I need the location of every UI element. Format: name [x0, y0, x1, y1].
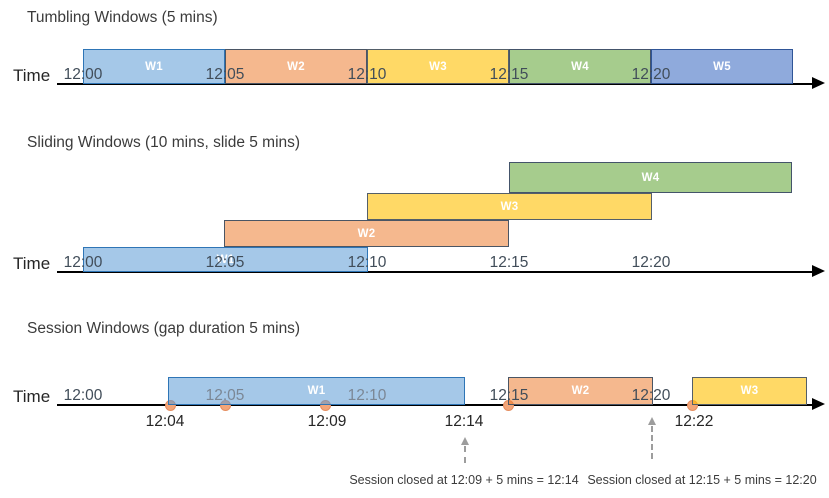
axis-line — [57, 404, 812, 406]
axis-line — [57, 271, 812, 273]
callout-arrow-icon — [460, 437, 470, 463]
window-label: W3 — [500, 200, 519, 213]
section-title: Session Windows (gap duration 5 mins) — [27, 320, 301, 337]
event-time-label: 12:09 — [307, 413, 347, 430]
window-box-w3: W3 — [367, 49, 509, 84]
event-time-label: 12:22 — [674, 413, 714, 430]
window-box-w3: W3 — [692, 377, 807, 405]
window-box-w4: W4 — [509, 49, 651, 84]
window-label: W1 — [145, 60, 163, 73]
time-axis-label: Time — [13, 387, 51, 406]
window-label: W1 — [216, 253, 235, 266]
window-label: W3 — [740, 385, 759, 397]
tick-label: 12:20 — [631, 66, 671, 83]
tick-label: 12:05 — [205, 254, 245, 271]
axis-arrow-icon — [812, 265, 825, 277]
arrow-up-icon — [647, 417, 656, 425]
tick-label: 12:15 — [489, 387, 529, 404]
arrow-up-icon — [460, 437, 469, 445]
window-box-w2: W2 — [508, 377, 653, 405]
dashed-line — [651, 426, 653, 459]
tick-label: 12:00 — [63, 66, 103, 83]
window-label: W2 — [357, 227, 376, 240]
tick-label: 12:15 — [489, 66, 529, 83]
window-box-w2: W2 — [225, 49, 367, 84]
window-label: W2 — [571, 385, 590, 397]
window-box-w1: W1 — [83, 49, 225, 84]
tick-label: 12:20 — [631, 254, 671, 271]
section-title: Tumbling Windows (5 mins) — [27, 9, 218, 26]
event-time-label: 12:04 — [145, 413, 185, 430]
window-label: W3 — [429, 60, 447, 73]
tick-label: 12:20 — [631, 387, 671, 404]
tick-label: 12:10 — [347, 387, 387, 404]
event-time-label: 12:14 — [444, 413, 484, 430]
axis-line — [57, 83, 812, 85]
window-label: W1 — [307, 385, 326, 397]
window-box-w1: W1 — [83, 247, 368, 272]
window-box-w2: W2 — [224, 220, 509, 247]
window-label: W4 — [641, 171, 660, 184]
window-label: W2 — [287, 60, 305, 73]
window-box-w1: W1 — [168, 377, 465, 405]
window-box-w4: W4 — [509, 162, 792, 193]
tick-label: 12:10 — [347, 66, 387, 83]
window-box-w3: W3 — [367, 193, 652, 220]
dashed-line — [464, 446, 466, 463]
time-axis-label: Time — [13, 66, 51, 85]
axis-arrow-icon — [812, 77, 825, 89]
annotation-text: Session closed at 12:09 + 5 mins = 12:14 — [349, 473, 579, 487]
window-box-w5: W5 — [651, 49, 793, 84]
time-axis-label: Time — [13, 254, 51, 273]
callout-arrow-icon — [647, 417, 657, 459]
section-title: Sliding Windows (10 mins, slide 5 mins) — [27, 134, 301, 151]
annotation-text: Session closed at 12:15 + 5 mins = 12:20 — [587, 473, 817, 487]
window-label: W4 — [571, 60, 589, 73]
tick-label: 12:00 — [63, 254, 103, 271]
tick-label: 12:05 — [205, 387, 245, 404]
tick-label: 12:15 — [489, 254, 529, 271]
tick-label: 12:00 — [63, 387, 103, 404]
axis-arrow-icon — [812, 398, 825, 410]
tick-label: 12:10 — [347, 254, 387, 271]
window-label: W5 — [713, 60, 731, 73]
tick-label: 12:05 — [205, 66, 245, 83]
